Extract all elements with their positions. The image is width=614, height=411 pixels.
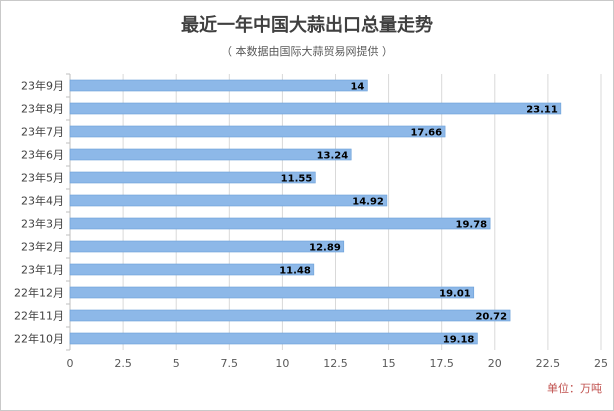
- x-tick-label: 7.5: [221, 357, 239, 370]
- bar: [69, 125, 446, 138]
- chart-subtitle: （ 本数据由国际大蒜贸易网提供 ）: [221, 45, 393, 58]
- bar: [69, 332, 478, 345]
- category-label: 22年12月: [14, 286, 64, 300]
- value-label: 11.55: [281, 174, 313, 185]
- value-label: 23.11: [526, 105, 558, 116]
- bar: [69, 309, 511, 322]
- value-label: 11.48: [279, 266, 311, 277]
- bar: [69, 286, 475, 299]
- bar: [69, 240, 345, 253]
- x-tick-label: 12.5: [323, 357, 348, 370]
- x-tick-label: 20: [488, 357, 502, 370]
- value-label: 12.89: [309, 243, 341, 254]
- category-label: 23年1月: [21, 263, 64, 277]
- bar: [69, 102, 562, 115]
- bars: [69, 79, 562, 345]
- category-label: 23年6月: [21, 148, 64, 162]
- bar: [69, 79, 368, 92]
- x-tick-label: 17.5: [429, 357, 454, 370]
- value-label: 14.92: [352, 197, 384, 208]
- value-label: 19.18: [443, 335, 475, 346]
- x-tick-label: 22.5: [536, 357, 561, 370]
- category-label: 22年11月: [14, 309, 64, 323]
- bar: [69, 148, 352, 161]
- category-label: 23年2月: [21, 240, 64, 254]
- category-label: 23年9月: [21, 79, 64, 93]
- chart-title: 最近一年中国大蒜出口总量走势: [181, 15, 433, 36]
- category-label: 23年5月: [21, 171, 64, 185]
- value-label: 19.78: [455, 220, 487, 231]
- x-tick-label: 5: [173, 357, 180, 370]
- category-label: 23年3月: [21, 217, 64, 231]
- bar: [69, 217, 491, 230]
- value-label: 13.24: [317, 151, 349, 162]
- category-labels: 23年9月 23年8月 23年7月 23年6月 23年5月 23年4月 23年3月 23年2月…: [14, 79, 64, 346]
- x-tick-label: 2.5: [114, 357, 132, 370]
- unit-label: 单位：万吨: [547, 382, 602, 395]
- category-label: 23年4月: [21, 194, 64, 208]
- value-label: 20.72: [475, 312, 507, 323]
- value-label: 19.01: [439, 289, 471, 300]
- x-tick-label: 25: [594, 357, 608, 370]
- bar: [69, 194, 388, 207]
- value-label: 17.66: [410, 128, 442, 139]
- grid-lines: [66, 73, 602, 351]
- value-label: 14: [350, 82, 364, 93]
- x-tick-label: 15: [382, 357, 396, 370]
- category-label: 23年7月: [21, 125, 64, 139]
- bar: [69, 171, 316, 184]
- bar: [69, 263, 315, 276]
- value-labels: 14 23.11 17.66 13.24 11.55 14.92 19.78 12.89 11.…: [279, 82, 558, 346]
- category-label: 22年10月: [14, 332, 64, 346]
- category-label: 23年8月: [21, 102, 64, 116]
- x-tick-label: 0: [67, 357, 74, 370]
- x-tick-labels: 0 2.5 5 7.5 10 12.5 15 17.5 20 22.5 25: [67, 357, 609, 370]
- x-tick-label: 10: [275, 357, 289, 370]
